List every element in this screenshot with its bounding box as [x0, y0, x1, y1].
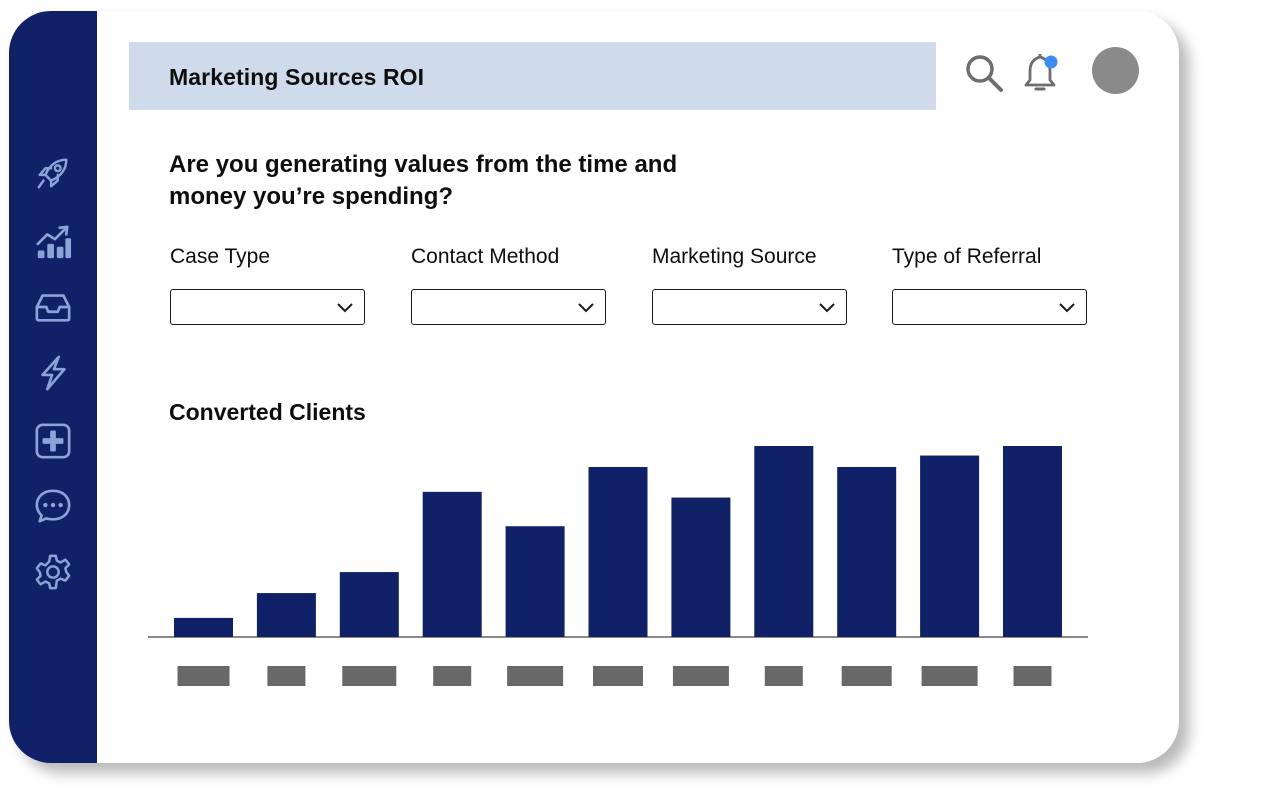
x-tick-label-placeholder [841, 666, 892, 686]
sidebar-item-add[interactable] [33, 421, 73, 461]
chevron-down-icon [819, 303, 835, 313]
x-tick-label-placeholder [672, 666, 729, 686]
lightning-icon [41, 355, 66, 391]
chart-bar[interactable] [754, 446, 814, 637]
notification-dot [1044, 55, 1058, 69]
sidebar-item-inbox[interactable] [33, 287, 73, 327]
x-tick-label-placeholder [342, 666, 397, 686]
chart-bar[interactable] [1003, 446, 1062, 637]
chevron-down-icon [578, 303, 594, 313]
avatar[interactable] [1092, 47, 1139, 94]
filter-label: Contact Method [411, 245, 560, 268]
x-tick-label-placeholder [433, 666, 472, 686]
app-window: Marketing Sources ROI Are you generating… [9, 11, 1179, 763]
filter-case-type: Case Type [170, 245, 365, 325]
filter-marketing-source: Marketing Source [652, 245, 847, 325]
chevron-down-icon [1059, 303, 1075, 313]
marketing-source-dropdown[interactable] [652, 289, 847, 325]
add-box-icon [35, 423, 71, 459]
page-title: Marketing Sources ROI [169, 64, 425, 90]
filter-label: Case Type [170, 245, 271, 268]
x-tick-label-placeholder [177, 666, 230, 686]
x-tick-label-placeholder [1013, 666, 1052, 686]
rocket-icon [37, 158, 68, 189]
filter-label: Type of Referral [892, 245, 1042, 268]
chart-bar[interactable] [339, 572, 399, 637]
chart-bar[interactable] [671, 497, 731, 637]
chart-bar[interactable] [174, 617, 233, 637]
sidebar-item-settings[interactable] [33, 552, 73, 592]
x-tick-label-placeholder [921, 666, 978, 686]
filter-contact-method: Contact Method [411, 245, 606, 325]
page-question: Are you generating values from the time … [169, 151, 678, 210]
x-tick-label-placeholder [507, 666, 564, 686]
search-icon[interactable] [964, 53, 1006, 95]
converted-clients-chart [148, 446, 1088, 686]
sidebar-item-rocket[interactable] [33, 153, 73, 193]
bell-icon[interactable] [1021, 51, 1067, 95]
chart-title: Converted Clients [169, 399, 366, 425]
x-tick-label-placeholder [267, 666, 306, 686]
referral-type-dropdown[interactable] [892, 289, 1087, 325]
filter-referral-type: Type of Referral [892, 245, 1087, 325]
sidebar-item-analytics[interactable] [33, 222, 73, 262]
chart-bar[interactable] [505, 526, 565, 637]
contact-method-dropdown[interactable] [411, 289, 606, 325]
filter-label: Marketing Source [652, 245, 817, 268]
chart-bar[interactable] [588, 467, 648, 637]
sidebar-item-messages[interactable] [33, 486, 73, 526]
chart-bar[interactable] [422, 491, 482, 637]
chart-bar[interactable] [256, 593, 316, 637]
x-tick-label-placeholder [593, 666, 643, 686]
chart-bar[interactable] [837, 467, 897, 637]
sidebar-item-actions[interactable] [33, 353, 73, 393]
sidebar [9, 11, 97, 763]
growth-chart-icon [36, 225, 72, 259]
chart-bar[interactable] [920, 455, 980, 637]
chat-icon [35, 489, 71, 523]
case-type-dropdown[interactable] [170, 289, 365, 325]
gear-icon [35, 554, 71, 590]
title-bar: Marketing Sources ROI [129, 42, 936, 110]
chevron-down-icon [337, 303, 353, 313]
x-tick-label-placeholder [764, 666, 803, 686]
inbox-icon [35, 294, 71, 322]
